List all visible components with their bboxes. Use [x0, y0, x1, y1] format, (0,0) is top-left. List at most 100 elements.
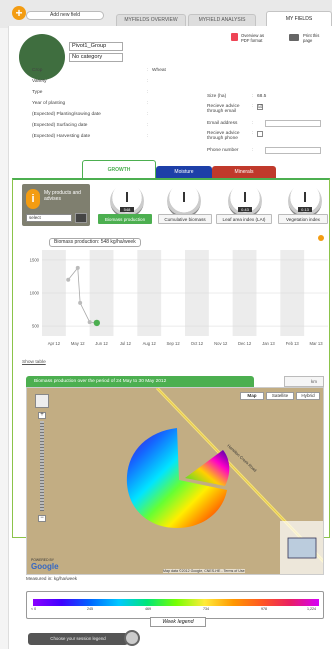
vegetation-index-gauge-icon[interactable]: 0.13 — [288, 184, 322, 218]
x-tick-label: Dec 12 — [238, 341, 252, 346]
tab-growth[interactable]: GROWTH — [82, 160, 156, 178]
lai-gauge-icon[interactable]: 0.43 — [228, 184, 262, 218]
legend-tick: 1,224 — [307, 607, 316, 611]
phone-advice-checkbox[interactable] — [257, 131, 263, 137]
top-bar: + Add new field MYFIELDS OVERVIEW MYFIEL… — [0, 0, 332, 28]
size-label: Size (ha) — [207, 94, 227, 99]
session-legend-button[interactable]: Choose your session legend — [28, 633, 128, 645]
map-title: Biomass production over the period of 24… — [26, 376, 254, 387]
info-icon: i — [26, 189, 40, 209]
gauge-label-biomass[interactable]: Biomass production — [98, 214, 152, 224]
gauge-badge: 0.13 — [298, 207, 312, 212]
legend-tick: 734 — [203, 607, 209, 611]
measured-label: Measured in: kg/ha/week — [26, 576, 78, 581]
email-address-label: Email address — [207, 121, 238, 126]
x-tick-label: Nov 12 — [214, 341, 228, 346]
info-label: Type — [32, 90, 43, 95]
map-attribution[interactable]: Map data ©2012 Google, CNES-HE - Terms o… — [163, 569, 245, 573]
biomass-gauge-icon[interactable]: 548 — [110, 184, 144, 218]
phone-number-label: Phone number — [207, 148, 239, 153]
tab-myfields-overview[interactable]: MYFIELDS OVERVIEW — [116, 14, 186, 26]
zoom-slider[interactable] — [40, 421, 44, 511]
gauge-label-lai[interactable]: Leaf area index (LAI) — [216, 214, 272, 224]
x-tick-label: Sep 12 — [166, 341, 180, 346]
info-label: Crop — [32, 68, 43, 73]
info-label: (Expected) Surfacing date — [32, 123, 88, 128]
pan-control[interactable] — [35, 394, 49, 408]
y-tick-label: 1000 — [30, 291, 40, 296]
week-legend-label[interactable]: Week legend — [150, 617, 206, 627]
chart-title: Biomass production: 548 kg/ha/week — [49, 238, 141, 247]
info-label: Year of planting — [32, 101, 66, 106]
info-label: (Expected) Harvesting date — [32, 134, 91, 139]
map-measure-tool[interactable]: km — [284, 376, 324, 387]
chart-svg: 500 1000 1500 Apr 12 May 12 Jun 12 Jul 12 Aug 1… — [30, 250, 328, 346]
phone-advice-label: Recieve advice through phone — [207, 131, 240, 141]
legend-color-bar — [33, 599, 319, 606]
y-tick-label: 500 — [32, 324, 40, 329]
data-point[interactable] — [78, 300, 83, 305]
gauge-label-cumulative[interactable]: Cumulative biomass — [158, 214, 212, 224]
field-name[interactable]: Pivot1_Group — [69, 42, 123, 51]
pdf-icon[interactable] — [231, 33, 238, 41]
data-point[interactable] — [93, 319, 101, 327]
field-map[interactable]: Hamilton Creek Road + − POWERED BY Googl… — [26, 387, 324, 575]
legend-tick: 245 — [87, 607, 93, 611]
products-go-button[interactable] — [75, 213, 87, 223]
x-tick-label: Apr 12 — [48, 341, 61, 346]
tab-moisture[interactable]: Moisture — [156, 166, 212, 178]
tab-my-fields[interactable]: MY FIELDS — [266, 11, 332, 26]
powered-by-label: POWERED BY — [31, 558, 54, 562]
x-tick-label: Jan 13 — [262, 341, 275, 346]
x-tick-label: Jun 12 — [95, 341, 108, 346]
cumulative-biomass-gauge-icon[interactable] — [167, 184, 201, 218]
x-tick-label: Oct 12 — [191, 341, 204, 346]
show-table-link[interactable]: Show table — [22, 360, 46, 365]
overview-pdf-link[interactable]: Overview as PDF format — [241, 33, 265, 43]
zoom-in-button[interactable]: + — [38, 412, 46, 419]
products-advises-box: i My products and advises select — [22, 184, 90, 226]
session-legend-knob[interactable] — [124, 630, 140, 646]
data-point[interactable] — [75, 265, 80, 270]
print-page-link[interactable]: Print this page — [303, 33, 320, 43]
y-tick-label: 1500 — [30, 257, 40, 262]
x-tick-label: Feb 13 — [286, 341, 300, 346]
email-advice-checkbox[interactable]: ☑ — [257, 104, 263, 110]
map-canvas: Hamilton Creek Road — [27, 388, 323, 574]
legend-tick: < 0 — [31, 607, 37, 611]
map-type-map[interactable]: Map — [240, 392, 264, 400]
zoom-out-button[interactable]: − — [38, 515, 46, 522]
data-point[interactable] — [66, 277, 71, 282]
phone-number-input[interactable] — [265, 147, 321, 154]
field-category[interactable]: No category — [69, 53, 123, 62]
x-tick-label: May 12 — [71, 341, 85, 346]
products-select[interactable]: select — [26, 214, 72, 222]
tab-minerals[interactable]: Minerals — [212, 166, 276, 178]
x-tick-label: Aug 12 — [143, 341, 157, 346]
tab-myfield-analysis[interactable]: MYFIELD ANALYSIS — [188, 14, 256, 26]
email-address-input[interactable] — [265, 120, 321, 127]
size-value: 68.5 — [257, 94, 267, 99]
x-tick-label: Mar 13 — [310, 341, 324, 346]
biomass-chart: 500 1000 1500 Apr 12 May 12 Jun 12 Jul 12 Aug 1… — [22, 232, 332, 352]
gauge-label-vegetation[interactable]: Vegetation index — [278, 214, 328, 224]
info-label: (Expected) Planting/sowing date — [32, 112, 101, 117]
printer-icon[interactable] — [289, 34, 299, 41]
email-advice-label: Recieve advice through email — [207, 104, 240, 114]
map-type-satellite[interactable]: Satellite — [266, 392, 294, 400]
field-avatar — [19, 34, 65, 80]
color-legend: < 0 245 469 734 978 1,224 — [26, 591, 324, 619]
gauge-badge: 0.43 — [238, 207, 252, 212]
gauge-badge: 548 — [120, 207, 134, 212]
products-advises-text: My products and advises — [44, 190, 81, 202]
data-point[interactable] — [87, 320, 92, 325]
info-value: Wheat — [152, 68, 166, 73]
map-type-hybrid[interactable]: Hybrid — [296, 392, 320, 400]
legend-tick: 469 — [145, 607, 151, 611]
google-logo: Google — [31, 562, 59, 571]
add-new-field-button[interactable]: Add new field — [26, 11, 104, 20]
legend-tick: 978 — [261, 607, 267, 611]
chart-options-icon[interactable] — [318, 235, 324, 241]
x-tick-label: Jul 12 — [120, 341, 132, 346]
add-field-icon[interactable]: + — [12, 6, 26, 20]
